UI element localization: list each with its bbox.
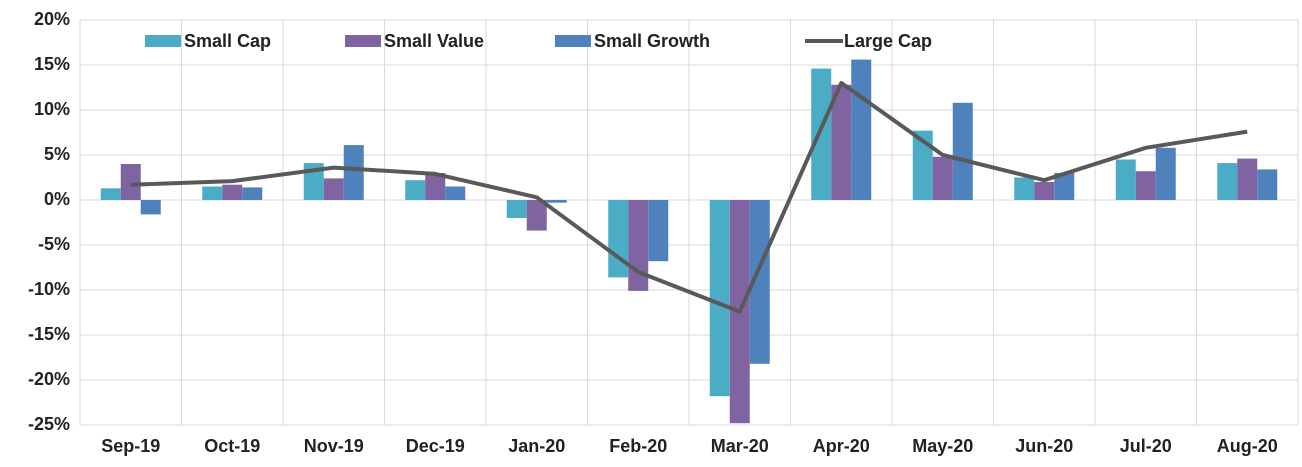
legend-swatch: [555, 35, 591, 47]
x-tick-label: Oct-19: [204, 436, 260, 456]
x-tick-label: Sep-19: [101, 436, 160, 456]
y-tick-label: 10%: [34, 99, 70, 119]
bar: [1034, 182, 1055, 200]
legend-label: Small Value: [384, 31, 484, 51]
x-tick-label: Dec-19: [406, 436, 465, 456]
bar: [1014, 177, 1035, 200]
bar: [648, 200, 669, 262]
bar: [912, 130, 933, 200]
bar: [932, 156, 953, 200]
bar: [952, 102, 973, 200]
x-tick-label: Nov-19: [304, 436, 364, 456]
bar: [1217, 163, 1238, 200]
bar: [546, 200, 567, 203]
y-tick-label: -15%: [28, 324, 70, 344]
bar: [1257, 169, 1278, 200]
y-tick-label: 5%: [44, 144, 70, 164]
x-tick-label: Apr-20: [813, 436, 870, 456]
y-tick-label: -10%: [28, 279, 70, 299]
bar: [709, 200, 730, 397]
bar: [628, 200, 649, 291]
bar: [506, 200, 527, 218]
bar: [323, 178, 344, 200]
line-series: [130, 81, 1248, 314]
bar: [120, 164, 141, 200]
bar: [1155, 147, 1176, 200]
x-tick-label: Jul-20: [1120, 436, 1172, 456]
bar: [425, 173, 446, 200]
x-tick-label: Mar-20: [711, 436, 769, 456]
bar: [608, 200, 629, 278]
bar: [526, 200, 547, 231]
bar: [140, 200, 161, 215]
bar: [831, 84, 852, 200]
legend-swatch: [145, 35, 181, 47]
bar: [1054, 173, 1075, 200]
x-tick-label: Jun-20: [1015, 436, 1073, 456]
legend-label: Small Growth: [594, 31, 710, 51]
bar: [811, 68, 832, 200]
x-tick-label: Jan-20: [508, 436, 565, 456]
bar: [202, 186, 223, 200]
y-tick-label: 20%: [34, 9, 70, 29]
bar: [1237, 158, 1258, 200]
bar: [343, 145, 364, 200]
legend-label: Small Cap: [184, 31, 271, 51]
y-tick-label: -5%: [38, 234, 70, 254]
bar: [405, 180, 426, 200]
legend-label: Large Cap: [844, 31, 932, 51]
bar: [1135, 171, 1156, 200]
y-tick-label: -20%: [28, 369, 70, 389]
bar: [242, 187, 263, 200]
bar: [749, 200, 770, 364]
legend-swatch: [345, 35, 381, 47]
y-tick-label: -25%: [28, 414, 70, 434]
bar: [445, 186, 466, 200]
y-tick-label: 0%: [44, 189, 70, 209]
bar: [1115, 159, 1136, 200]
x-tick-label: May-20: [912, 436, 973, 456]
bar: [222, 184, 243, 200]
x-tick-label: Aug-20: [1217, 436, 1278, 456]
y-tick-label: 15%: [34, 54, 70, 74]
x-tick-label: Feb-20: [609, 436, 667, 456]
bar: [100, 188, 121, 200]
bar: [851, 59, 872, 200]
